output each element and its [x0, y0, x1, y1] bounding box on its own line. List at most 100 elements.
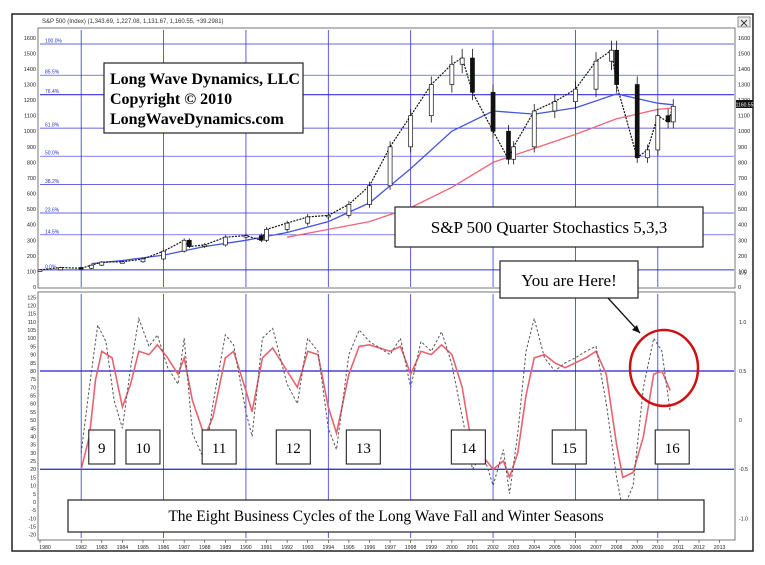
- callout-arrowhead: [632, 325, 640, 333]
- x-tick-label: 1996: [364, 545, 376, 551]
- price-y-tick-left: 1200: [24, 98, 36, 104]
- x-tick-label: 1980: [39, 545, 51, 551]
- price-y-tick-right: 1300: [738, 83, 750, 89]
- x-tick-label: 2010: [652, 545, 664, 551]
- stoch-y-tick-left: 105: [27, 328, 36, 334]
- price-series: [37, 40, 676, 272]
- x-tick-label: 1987: [178, 545, 190, 551]
- price-y-tick-right: 500: [738, 207, 747, 213]
- price-y-tick-left: 1600: [24, 36, 36, 42]
- stoch-y-tick-left: -5: [31, 508, 36, 514]
- x-tick-label: 2007: [590, 545, 602, 551]
- price-y-tick-left: 0: [33, 285, 36, 291]
- price-y-tick-left: 900: [27, 145, 36, 151]
- stochastic-slow-line: [80, 343, 671, 480]
- price-candle-body: [284, 222, 290, 230]
- fib-level-label: 50.0%: [45, 151, 60, 157]
- stoch-y-tick-right: 1.0: [739, 320, 746, 326]
- price-candle-body: [387, 146, 393, 187]
- last-price-marker: 1160.55: [736, 100, 754, 108]
- price-y-tick-left: 1400: [24, 67, 36, 73]
- price-candle-body: [449, 63, 455, 85]
- price-candle-body: [181, 239, 187, 252]
- price-candle-body: [490, 91, 496, 132]
- price-candle-body: [305, 216, 311, 224]
- x-tick-label: 2006: [570, 545, 582, 551]
- price-candle-body: [243, 235, 249, 238]
- price-line: [39, 49, 674, 271]
- cycle-label: 15: [562, 441, 577, 457]
- x-tick-label: 1982: [75, 545, 87, 551]
- price-y-tick-right: 1500: [738, 51, 750, 57]
- cycle-label: 12: [286, 441, 301, 457]
- stoch-y-tick-right: 0.5: [739, 369, 746, 375]
- price-candle-body: [408, 115, 414, 148]
- stoch-y-tick-left: 80: [30, 369, 36, 375]
- stoch-y-tick-right: -0.5: [739, 467, 748, 473]
- x-tick-label: 1983: [96, 545, 108, 551]
- caption-box: [67, 499, 705, 533]
- price-candle-body: [367, 185, 372, 205]
- price-y-tick-right: 600: [738, 192, 747, 198]
- stoch-y-tick-left: -15: [29, 525, 37, 531]
- fib-level-label: 61.8%: [45, 123, 60, 129]
- price-candle-body: [259, 235, 264, 241]
- price-y-tick-left: 100: [27, 269, 36, 275]
- price-candle-body: [58, 267, 63, 271]
- stoch-y-tick-left: 70: [30, 385, 36, 391]
- price-candle-body: [573, 88, 578, 102]
- cycle-label-box: [125, 429, 161, 465]
- stochastic-panel: [37, 291, 736, 541]
- company-name: Long Wave Dynamics, LLC: [110, 71, 300, 88]
- price-y-tick-left: 1100: [24, 114, 36, 120]
- cycle-label: 9: [98, 441, 106, 457]
- x-tick-label: 1997: [384, 545, 396, 551]
- price-y-tick-right: 700: [738, 176, 747, 182]
- stoch-y-tick-left: 85: [30, 361, 36, 367]
- fib-level-label: 85.5%: [45, 70, 60, 76]
- price-y-tick-right: 1600: [738, 36, 750, 42]
- stoch-y-tick-left: 115: [28, 312, 36, 318]
- fib-level-label: 14.5%: [45, 229, 60, 235]
- website-text: LongWaveDynamics.com: [110, 111, 284, 128]
- price-y-tick-left: 200: [27, 254, 36, 260]
- cycle-label: 16: [665, 441, 681, 457]
- price-candle-body: [202, 244, 208, 247]
- price-y-tick-right: 1100: [738, 114, 750, 120]
- window-controls[interactable]: [737, 16, 751, 28]
- stoch-y-tick-left: 65: [30, 394, 36, 400]
- price-y-tick-right: 800: [738, 160, 747, 166]
- price-candle-body: [120, 261, 125, 264]
- stoch-y-tick-left: 35: [30, 443, 36, 449]
- price-y-tick-right: 400: [738, 223, 747, 229]
- price-y-tick-left: 1000: [24, 129, 36, 135]
- fib-level-label: 38.2%: [45, 179, 60, 185]
- price-candle-body: [89, 264, 94, 269]
- fib-level-label: 23.6%: [45, 208, 60, 214]
- stochastic-series: [80, 316, 671, 512]
- price-candle-body: [325, 215, 331, 218]
- price-candle-body: [222, 236, 228, 246]
- cycle-label-box: [551, 429, 587, 465]
- stoch-y-tick-left: 15: [30, 475, 36, 481]
- chart-title-box: [394, 206, 704, 248]
- x-tick-label: 1986: [158, 545, 170, 551]
- price-candle-body: [609, 49, 614, 62]
- price-y-tick-left: 500: [27, 207, 36, 213]
- highlight-circle: [628, 328, 700, 408]
- stoch-y-tick-left: 100: [27, 336, 36, 342]
- stoch-y-tick-left: 5: [33, 492, 36, 498]
- stoch-y-tick-left: 125: [27, 295, 36, 301]
- cycle-label-box: [345, 429, 381, 465]
- cycle-label: 13: [356, 441, 371, 457]
- price-y-tick-left: 600: [27, 192, 36, 198]
- price-candle-body: [511, 146, 516, 160]
- price-candle-body: [78, 267, 84, 270]
- cycle-label: 10: [135, 441, 150, 457]
- stoch-y-tick-left: 75: [30, 377, 36, 383]
- cycle-label: 14: [461, 441, 477, 457]
- price-candle-body: [531, 110, 537, 148]
- fib-level-label: 100.0%: [45, 39, 63, 45]
- callout-box: [499, 260, 639, 299]
- stoch-y-tick-left: 90: [30, 353, 36, 359]
